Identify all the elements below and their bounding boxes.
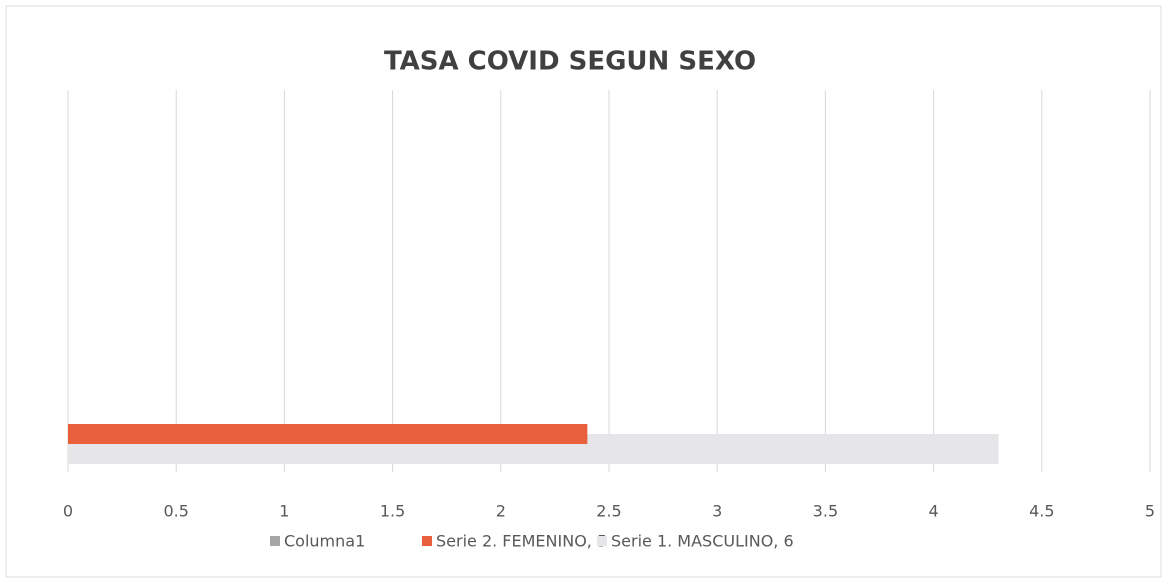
x-tick-label: 0.5 [163, 502, 188, 521]
legend-swatch [597, 536, 607, 546]
legend-label: Columna1 [284, 532, 365, 551]
x-tick-label: 1 [279, 502, 289, 521]
x-tick-label: 4 [929, 502, 939, 521]
chart-title: TASA COVID SEGUN SEXO [384, 47, 756, 77]
legend-label: Serie 1. MASCULINO, 6 [611, 532, 794, 551]
x-tick-label: 1.5 [380, 502, 405, 521]
x-tick-label: 2.5 [596, 502, 621, 521]
bar [68, 424, 588, 444]
legend-swatch [270, 536, 280, 546]
x-tick-label: 2 [496, 502, 506, 521]
legend-swatch [422, 536, 432, 546]
x-tick-label: 3.5 [813, 502, 838, 521]
x-tick-label: 3 [712, 502, 722, 521]
chart-border [5, 5, 1162, 578]
legend-label: Serie 2. FEMENINO, 5 [436, 532, 607, 551]
x-tick-label: 4.5 [1029, 502, 1054, 521]
x-tick-label: 0 [63, 502, 73, 521]
x-tick-label: 5 [1145, 502, 1155, 521]
